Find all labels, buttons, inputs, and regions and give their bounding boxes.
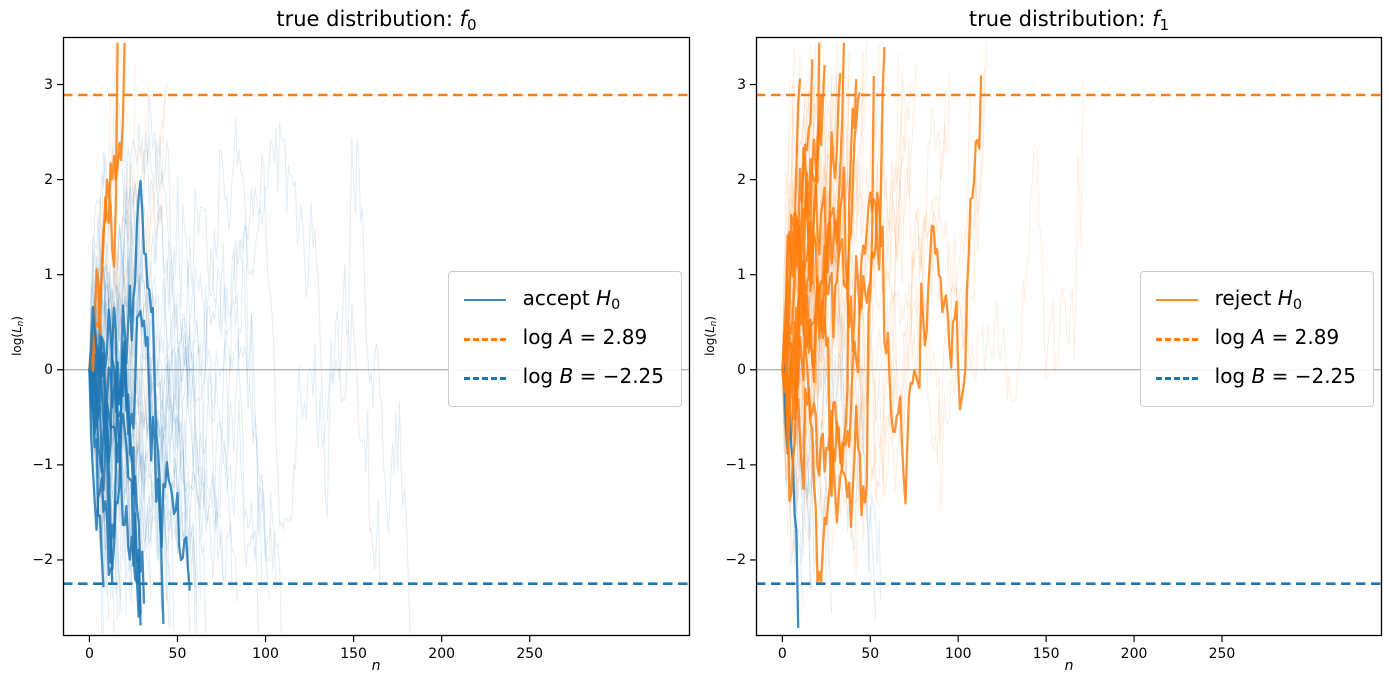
title-symbol: f — [459, 7, 467, 31]
axes-border — [755, 36, 1383, 637]
trajectory — [88, 42, 119, 372]
highlighted-trajectories — [88, 42, 191, 626]
legend-f1: reject H0 log A = 2.89 log B = −2.25 — [1139, 271, 1374, 407]
x-tick-label: 200 — [1120, 646, 1148, 662]
highlighted-trajectories — [781, 42, 983, 628]
x-tick-label: 50 — [168, 646, 187, 662]
x-tick-label: 250 — [1208, 646, 1236, 662]
legend-label: log A = 2.89 — [1214, 325, 1340, 350]
x-tick-label: 0 — [777, 646, 787, 662]
legend-item-accept-h0: accept H0 — [463, 285, 664, 315]
trajectory — [781, 47, 886, 387]
legend-item-logB: log B = −2.25 — [1155, 363, 1356, 393]
trajectory — [88, 199, 171, 584]
x-tick-label: 250 — [516, 646, 544, 662]
plot-title-f1: true distribution: f1 — [756, 7, 1382, 35]
trajectory — [781, 75, 983, 585]
trajectory — [781, 72, 842, 440]
legend-dashed-sample — [463, 337, 506, 341]
legend-line-sample — [463, 299, 506, 301]
trajectory — [88, 210, 191, 634]
y-tick-label: 3 — [737, 76, 746, 93]
trajectory — [88, 305, 140, 618]
y-tick-label: 2 — [737, 171, 746, 188]
y-axis-label: log(Ln) — [702, 316, 720, 356]
legend-item-logA: log A = 2.89 — [463, 324, 664, 354]
trajectory — [88, 131, 233, 591]
plot-area-f1 — [750, 36, 1383, 642]
trajectory — [781, 42, 987, 501]
legend-label: log A = 2.89 — [522, 325, 648, 350]
trajectory — [88, 147, 152, 586]
legend-label: reject H0 — [1214, 286, 1302, 314]
y-tick-label: −2 — [32, 551, 53, 568]
trajectory — [88, 255, 196, 634]
y-tick-label: 0 — [737, 361, 746, 378]
title-text: true distribution: — [968, 7, 1153, 31]
legend-dashed-sample — [463, 376, 506, 380]
trajectory — [781, 86, 947, 543]
trajectory — [88, 324, 259, 634]
y-tick-label: −2 — [725, 551, 746, 568]
trajectory — [781, 79, 858, 524]
legend-item-logB: log B = −2.25 — [463, 363, 664, 393]
legend-dashed-sample — [1155, 337, 1198, 341]
trajectory — [781, 81, 838, 370]
trajectory — [781, 81, 794, 370]
legend-item-logA: log A = 2.89 — [1155, 324, 1356, 354]
x-tick-label: 100 — [944, 646, 972, 662]
trajectory — [781, 80, 817, 370]
y-tick-label: 3 — [44, 76, 53, 93]
trajectory — [88, 369, 105, 588]
legend-label: accept H0 — [522, 286, 621, 314]
title-subscript: 1 — [1159, 16, 1170, 35]
x-tick-label: 100 — [252, 646, 279, 662]
title-symbol: f — [1152, 7, 1160, 31]
legend-dashed-sample — [1155, 376, 1198, 380]
plot-title-f0: true distribution: f0 — [63, 7, 690, 35]
trajectory — [88, 63, 136, 370]
y-axis-label: log(Ln) — [9, 316, 27, 356]
legend-item-reject-h0: reject H0 — [1155, 285, 1356, 315]
y-tick-label: −1 — [725, 456, 746, 473]
y-tick-label: −1 — [32, 456, 53, 473]
y-tick-label: 0 — [44, 361, 53, 378]
trajectory — [88, 308, 191, 591]
title-subscript: 0 — [466, 16, 477, 35]
x-tick-label: 200 — [428, 646, 456, 662]
x-tick-label: 0 — [84, 646, 94, 662]
title-text: true distribution: — [276, 7, 460, 31]
legend-label: log B = −2.25 — [1214, 364, 1356, 389]
trajectory — [88, 299, 171, 629]
trajectory — [781, 78, 1084, 511]
y-tick-label: 2 — [44, 171, 53, 188]
trajectory — [88, 262, 238, 602]
x-axis-label: n — [371, 658, 381, 674]
x-tick-label: 150 — [340, 646, 367, 662]
x-tick-label: 150 — [1032, 646, 1060, 662]
thin-trajectories — [781, 42, 1084, 621]
y-tick-label: 1 — [44, 266, 53, 283]
plot-area-f0 — [57, 36, 691, 642]
x-axis-label: n — [1064, 658, 1074, 674]
x-tick-label: 50 — [861, 646, 880, 662]
legend-f0: accept H0 log A = 2.89 log B = −2.25 — [447, 271, 682, 407]
axes-border — [62, 36, 691, 637]
trajectory — [781, 83, 971, 445]
legend-line-sample — [1155, 299, 1198, 301]
y-tick-label: 1 — [737, 266, 746, 283]
trajectory — [88, 132, 191, 590]
trajectory — [88, 257, 200, 593]
legend-label: log B = −2.25 — [522, 364, 664, 389]
